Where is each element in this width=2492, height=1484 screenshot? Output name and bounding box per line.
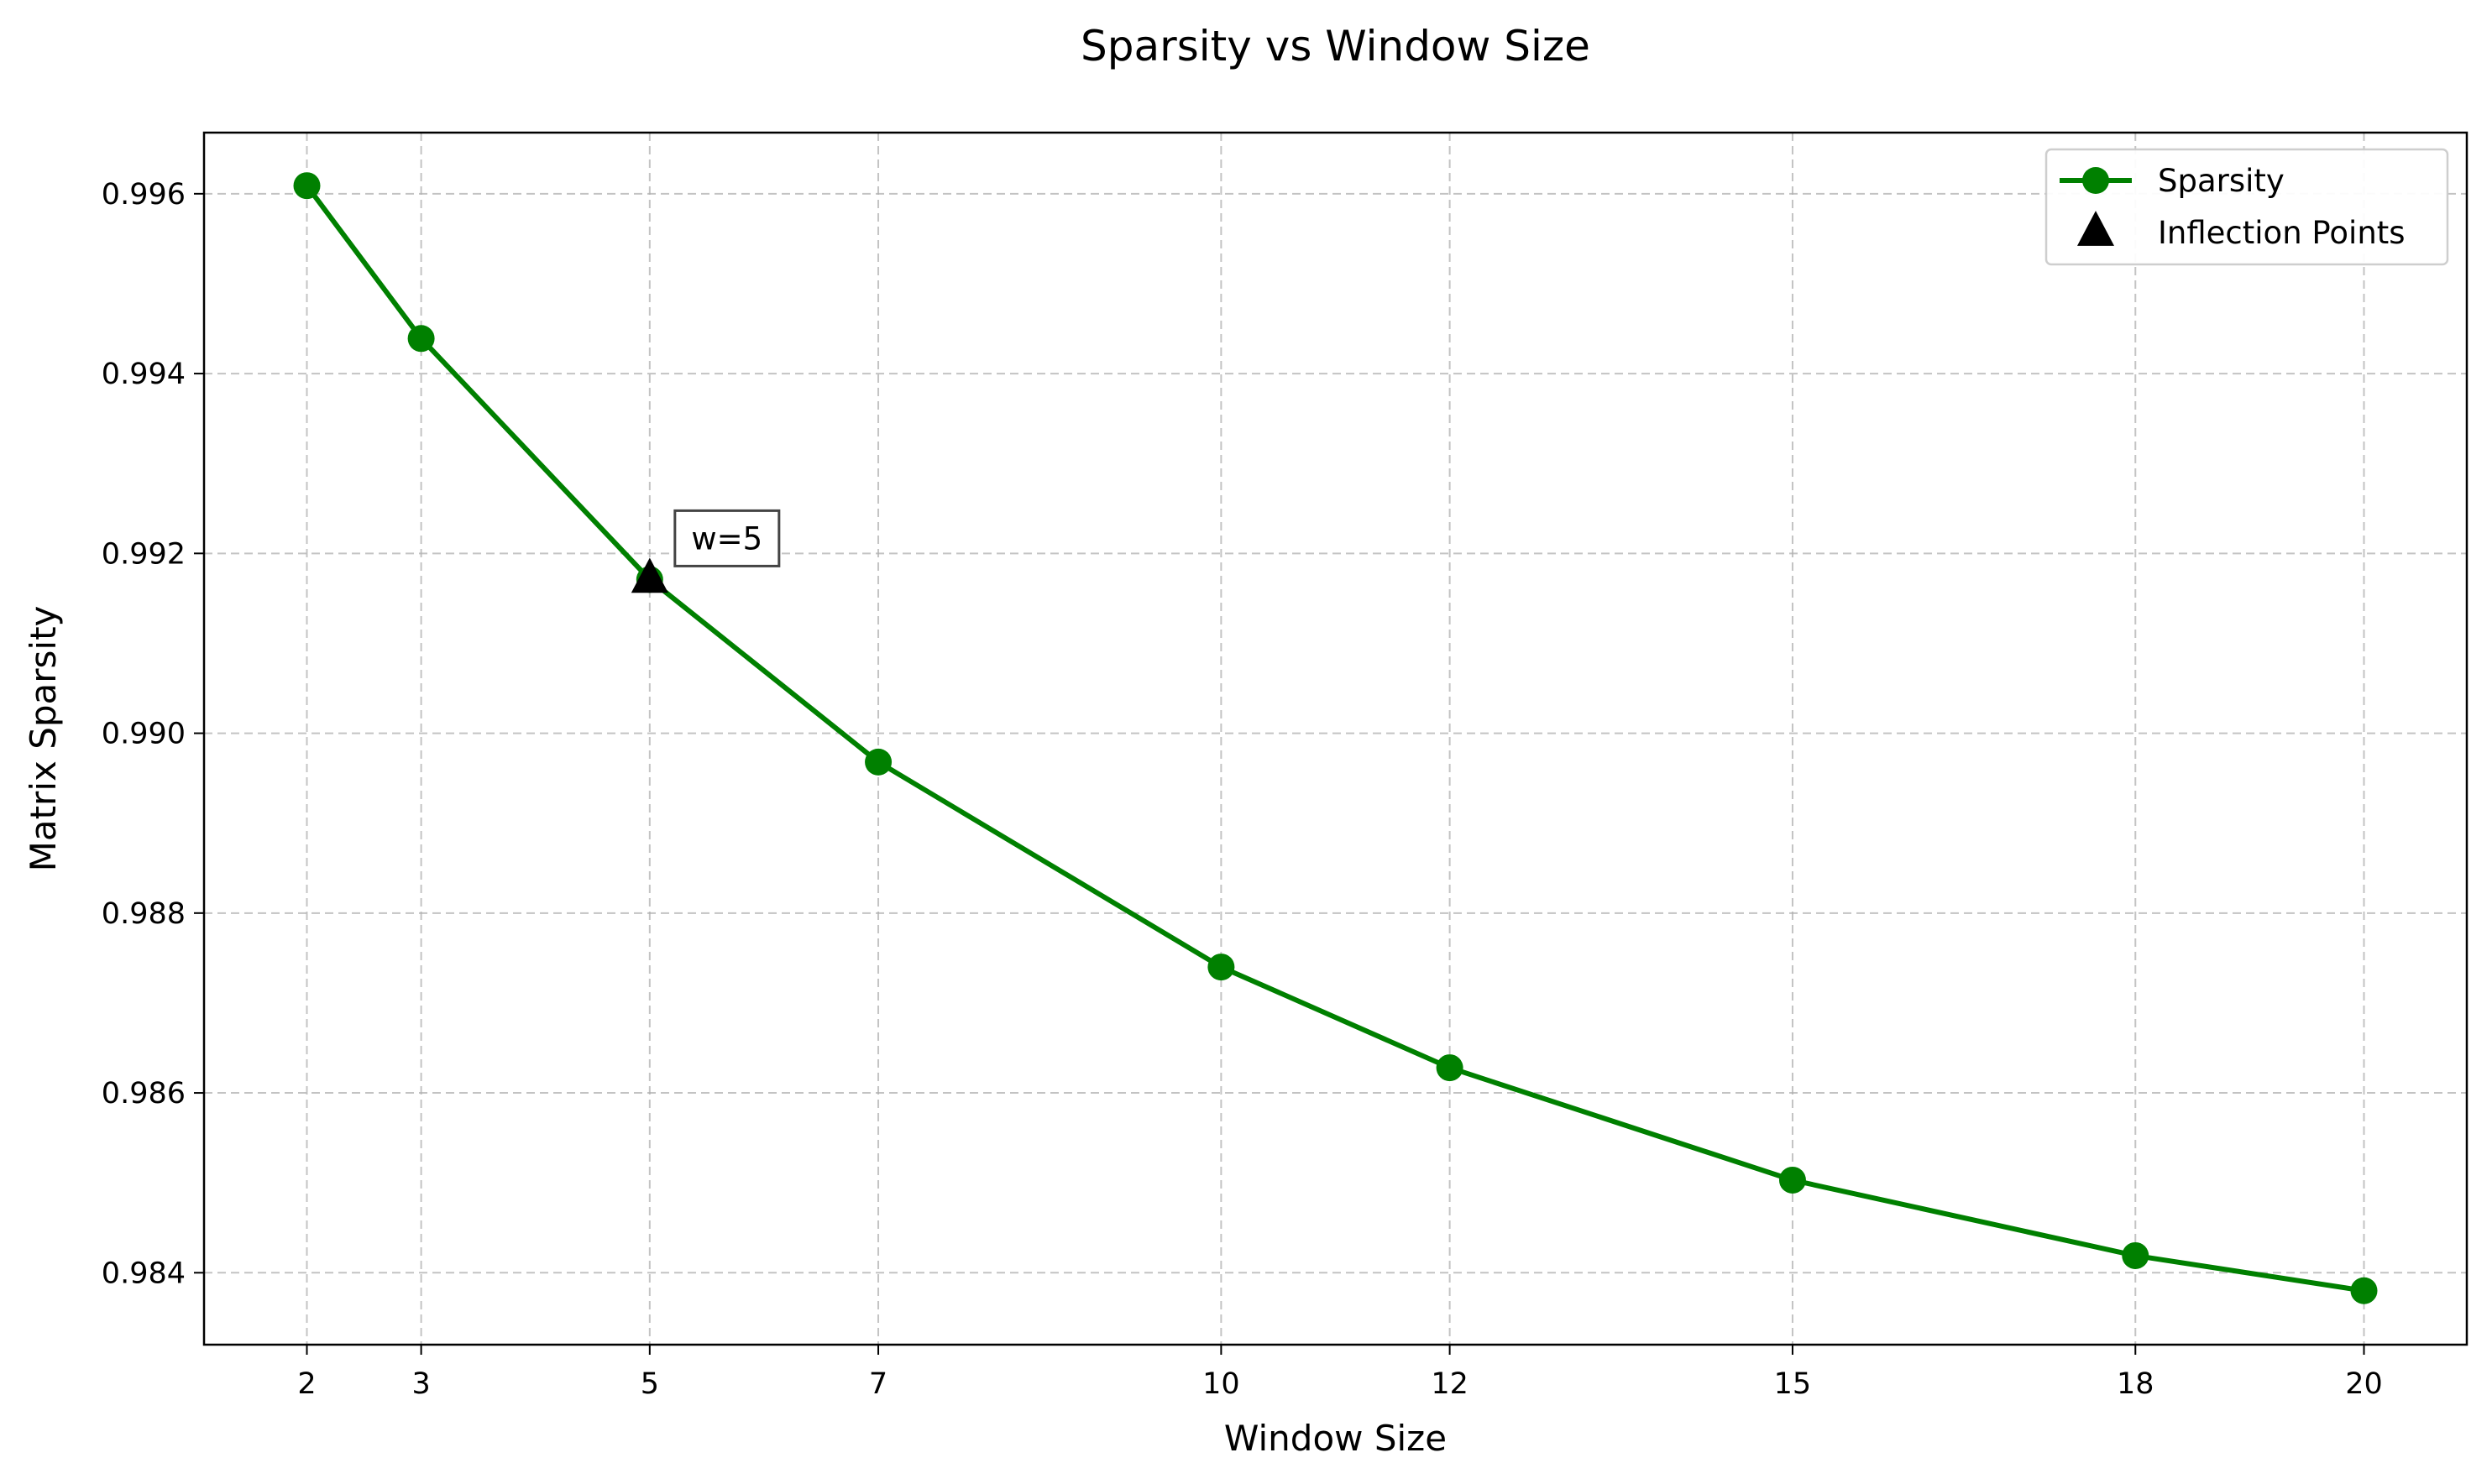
y-tick-label: 0.996: [102, 178, 186, 212]
chart-title: Sparsity vs Window Size: [1081, 22, 1590, 71]
inflection-point-marker: [631, 557, 668, 593]
sparsity-point: [407, 325, 435, 353]
sparsity-line: [305, 184, 2364, 1293]
y-tick-label: 0.986: [102, 1077, 186, 1110]
x-tick-label: 10: [1202, 1367, 1240, 1401]
sparsity-point: [865, 748, 893, 776]
x-tick-label: 18: [2117, 1367, 2154, 1401]
x-tick-label: 3: [411, 1367, 430, 1401]
series-layer: [293, 172, 2378, 1304]
x-tick-label: 5: [641, 1367, 659, 1401]
sparsity-point: [293, 172, 321, 200]
annotation-box: [673, 509, 781, 567]
legend-sparsity-marker-swatch: [2082, 167, 2109, 194]
y-tick-label: 0.984: [102, 1257, 186, 1290]
sparsity-point: [1436, 1054, 1463, 1082]
grid: [204, 133, 2467, 1345]
y-tick-label: 0.994: [102, 358, 186, 391]
axis-ticks: 2 3 5 7 10 12 15 18 20 0.984 0.986 0.988 0.990 0.992 0…: [102, 178, 2383, 1401]
x-tick-label: 12: [1431, 1367, 1468, 1401]
x-tick-label: 15: [1774, 1367, 1812, 1401]
legend-frame: [2044, 148, 2449, 266]
legend-inflection-marker-swatch: [2077, 211, 2114, 246]
y-tick-label: 0.988: [102, 897, 186, 931]
sparsity-point: [1778, 1166, 1806, 1194]
sparsity-point: [2350, 1277, 2378, 1304]
y-tick-label: 0.990: [102, 718, 186, 751]
x-tick-label: 7: [869, 1367, 887, 1401]
plot-frame: [202, 131, 2468, 1346]
annotation-layer: w=5: [673, 509, 781, 567]
x-tick-label: 20: [2345, 1367, 2383, 1401]
x-tick-label: 2: [297, 1367, 316, 1401]
annotation-label: w=5: [691, 520, 762, 556]
legend-label-inflection-points: Inflection Points: [2158, 215, 2406, 251]
legend: Sparsity Inflection Points: [2044, 148, 2449, 266]
sparsity-point: [1207, 954, 1235, 981]
x-axis-title: Window Size: [1224, 1418, 1447, 1459]
y-axis-title: Matrix Sparsity: [23, 606, 64, 872]
sparsity-point: [2122, 1241, 2149, 1269]
legend-label-sparsity: Sparsity: [2158, 163, 2285, 199]
y-tick-label: 0.992: [102, 537, 186, 571]
